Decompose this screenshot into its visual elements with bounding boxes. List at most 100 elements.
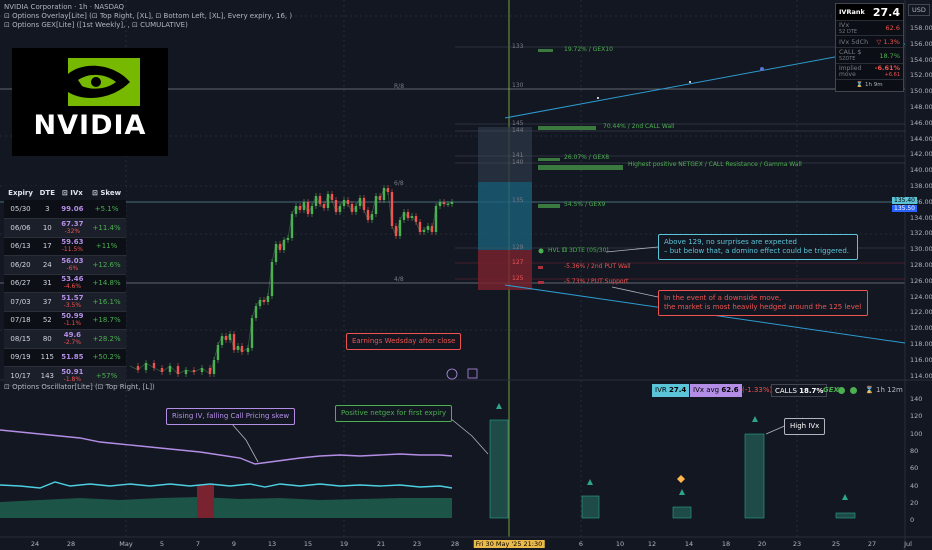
ivx-value: 99.06 (61, 205, 84, 213)
gex-level-label: 129 (512, 244, 524, 251)
overlay-indicator-label[interactable]: ⊡ Options Overlay[Lite] (⊡ Top Right, [X… (4, 12, 293, 20)
expiry-cell: 08/15 (4, 329, 38, 349)
price-tick-label: 158.00 (910, 24, 932, 32)
candle-body (216, 345, 220, 360)
gex-level-label: 127 (512, 259, 524, 266)
table-row: 08/15 80 49.6 -2.7% +28.2% (4, 329, 126, 349)
osc-gex-label: GEX (823, 386, 839, 394)
table-row: 09/19 115 51.85 +50.2% (4, 348, 126, 367)
osc-tick-label: 60 (910, 464, 919, 473)
table-row: 06/27 31 53.46 -4.6% +14.8% (4, 274, 126, 293)
nvidia-logo: NVIDIA (12, 48, 168, 156)
ivx-change: -11.5% (61, 246, 83, 254)
candle-body (212, 360, 216, 374)
gex-indicator-label[interactable]: ⊡ Options GEX[Lite] ([1st Weekly], , ⊡ C… (4, 21, 188, 29)
ivx-value: 50.91 (61, 367, 84, 376)
candle-body (390, 192, 394, 226)
candle-body (358, 198, 362, 206)
oscillator-title[interactable]: ⊡ Options Oscillator[Lite] (⊡ Top Right,… (4, 383, 155, 391)
gex-dot-icon-2 (850, 387, 857, 394)
candle-body (342, 200, 346, 206)
price-tick-label: 124.00 (910, 292, 932, 301)
candle-body (378, 196, 382, 200)
time-tick-label: 10 (615, 540, 625, 548)
table-row: 05/30 3 99.06 +5.1% (4, 200, 126, 219)
ivx5d-label: IVx 5dCh (839, 37, 869, 46)
candle-body (298, 206, 302, 210)
price-tick-label: 142.00 (910, 150, 932, 159)
candle-body (290, 214, 294, 238)
candle-body (168, 366, 172, 372)
osc-tick-label: 20 (910, 498, 919, 507)
osc-tick-label: 40 (910, 481, 919, 490)
candle-body (322, 204, 326, 208)
candle-body (254, 306, 258, 318)
ivx-cell: 56.03 -6% (57, 255, 88, 275)
candle-body (246, 348, 250, 352)
candle-body (394, 226, 398, 236)
candle-body (442, 202, 446, 204)
annotation-positive-netgex[interactable]: Positive netgex for first expiry (335, 405, 453, 422)
skew-cell: +12.6% (87, 255, 126, 275)
time-tick-label: 12 (647, 540, 657, 548)
ivx-value: 53.46 (61, 275, 84, 284)
ivrank-label: IVRank (839, 8, 865, 16)
pivot-6-8: 6/8 (394, 180, 404, 187)
gex-level-label: 125 (512, 275, 524, 282)
gex-level-label: 54.5% / GEX9 (564, 201, 606, 208)
expiry-cell: 06/20 (4, 255, 38, 275)
annotation-above-129[interactable]: Above 129, no surprises are expected – b… (658, 234, 858, 260)
time-tick-label: 18 (721, 540, 731, 548)
candle-body (450, 202, 454, 204)
annotation-earnings[interactable]: Earnings Wedsday after close (346, 333, 462, 350)
implied-move-value: -6.61% (874, 64, 900, 72)
ivx-value: 51.85 (61, 353, 84, 362)
candle-body (418, 222, 422, 232)
osc-ivx-avg-badge: IVx avg 62.6 (690, 384, 742, 397)
call-value: 18.7% (879, 51, 900, 60)
gex-level-label: HVL ⚅ 3DTE (05/30) (548, 247, 609, 254)
dte-cell: 24 (37, 255, 58, 275)
table-row: 06/20 24 56.03 -6% +12.6% (4, 255, 126, 275)
ivx-cell: 51.57 -3.5% (57, 292, 88, 312)
time-tick-label: 28 (66, 540, 76, 548)
candle-body (366, 210, 370, 220)
candle-body (434, 206, 438, 232)
ivx-value: 50.99 (61, 312, 84, 321)
gex-level-label: 26.07% / GEX8 (564, 154, 610, 161)
ivx-change: -32% (64, 227, 81, 235)
ivx-cell: 51.85 (57, 348, 88, 367)
ivx-change: -2.7% (63, 338, 82, 346)
gex-level-label: 144 (512, 127, 524, 134)
skew-cell: +16.1% (87, 292, 126, 312)
candle-body (374, 196, 378, 214)
ivr-timer: ⌛ 1h 9m (856, 82, 883, 88)
gex-level-label: 140 (512, 159, 524, 166)
dte-cell: 37 (37, 292, 58, 312)
header-skew: ⊡ Skew (87, 186, 126, 200)
price-tick-label: 118.00 (910, 340, 932, 348)
dte-cell: 3 (37, 200, 58, 219)
gex-level-label: 145 (512, 120, 524, 127)
ivx-change: -6% (66, 264, 79, 272)
gex-level-label: Highest positive NETGEX / CALL Resistanc… (628, 161, 802, 168)
candle-body (136, 366, 140, 370)
annotation-rising-iv[interactable]: Rising IV, falling Call Pricing skew (166, 408, 296, 425)
candle-body (228, 334, 232, 340)
osc-ivr-badge: IVR 27.4 (652, 384, 690, 397)
ivx-cell: 99.06 (57, 200, 88, 219)
osc-tick-label: 80 (910, 446, 919, 455)
annotation-downside[interactable]: In the event of a downside move, the mar… (658, 290, 868, 316)
price-tick-label: 144.00 (910, 134, 932, 143)
annotation-high-ivx[interactable]: High IVx (784, 418, 826, 435)
call-dte: 52DTE (839, 56, 856, 62)
nvidia-eye-icon (68, 58, 140, 106)
ivx5d-value: ▽ 1.3% (876, 37, 900, 46)
candle-body (220, 336, 224, 345)
gex-level-label: 130 (512, 82, 524, 89)
ivx-change: -3.5% (63, 301, 82, 309)
currency-label[interactable]: USD (908, 4, 930, 16)
price-tick-label: 122.00 (910, 308, 932, 317)
expiry-cell: 09/19 (4, 348, 38, 367)
